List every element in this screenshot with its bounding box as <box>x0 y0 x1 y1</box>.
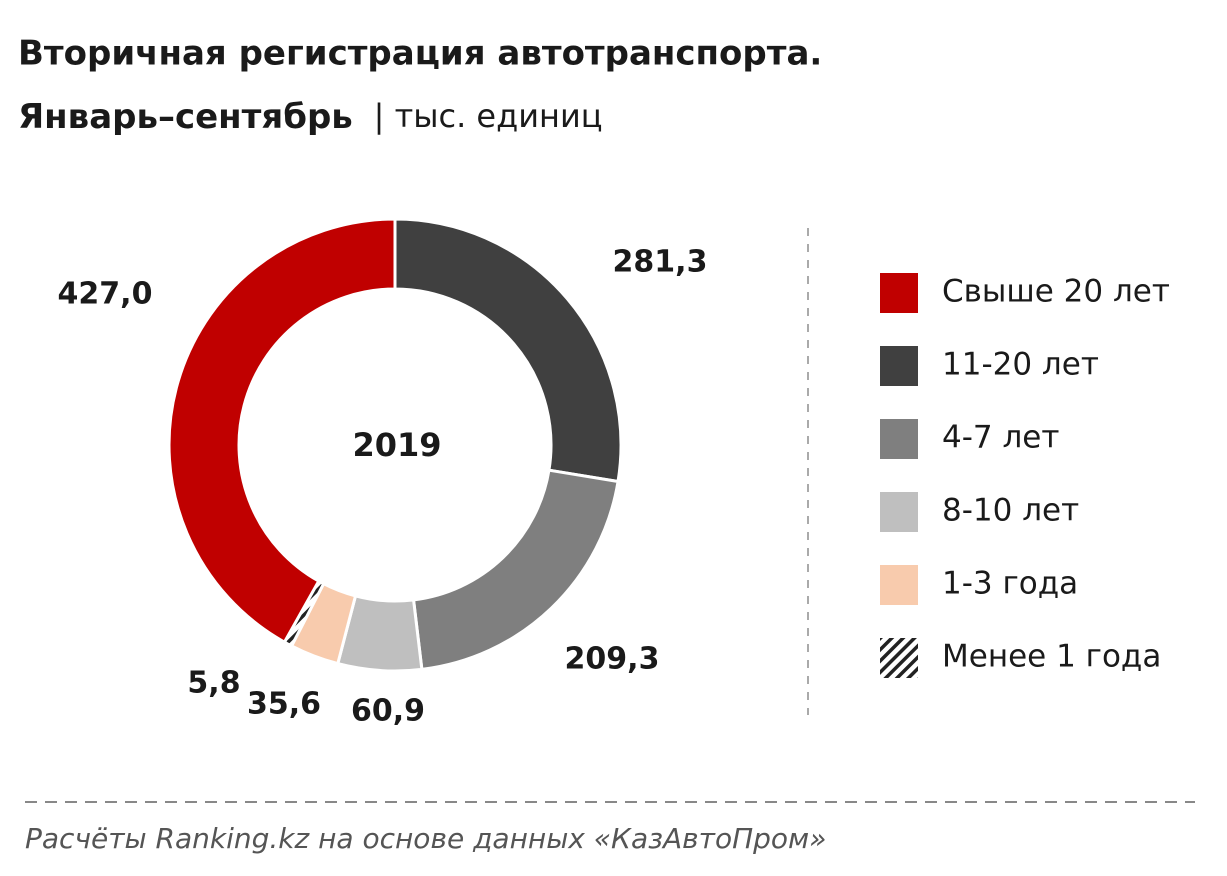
value-label: 35,6 <box>247 687 321 722</box>
legend-label: 1-3 года <box>942 566 1078 602</box>
legend-label: 11-20 лет <box>942 347 1099 383</box>
legend-label: 4-7 лет <box>942 420 1059 456</box>
value-label: 209,3 <box>565 642 660 677</box>
legend-label: Менее 1 года <box>942 639 1161 675</box>
legend-label: Свыше 20 лет <box>942 274 1170 310</box>
chart-subtitle-line: Январь–сентябрь | тыс. единиц <box>18 97 603 137</box>
value-label: 281,3 <box>613 245 708 280</box>
legend-swatch <box>880 273 918 313</box>
legend-swatch <box>880 419 918 459</box>
donut-segment <box>393 217 623 484</box>
unit: | тыс. единиц <box>374 97 603 135</box>
chart-title: Вторичная регистрация автотранспорта. <box>18 34 822 74</box>
legend-label: 8-10 лет <box>942 493 1079 529</box>
source: Расчёты Ranking.kz на основе данных «Каз… <box>25 822 826 855</box>
legend-swatch <box>880 565 918 605</box>
value-label: 5,8 <box>187 666 240 701</box>
chart-subtitle: Январь–сентябрь <box>18 97 353 137</box>
legend-swatch <box>880 492 918 532</box>
value-label: 427,0 <box>58 277 153 312</box>
value-label: 60,9 <box>351 694 425 729</box>
donut-segment <box>411 468 620 672</box>
donut-segment <box>167 217 397 645</box>
legend-swatch <box>880 346 918 386</box>
legend-swatch <box>880 638 918 678</box>
center-label: 2019 <box>352 426 441 464</box>
